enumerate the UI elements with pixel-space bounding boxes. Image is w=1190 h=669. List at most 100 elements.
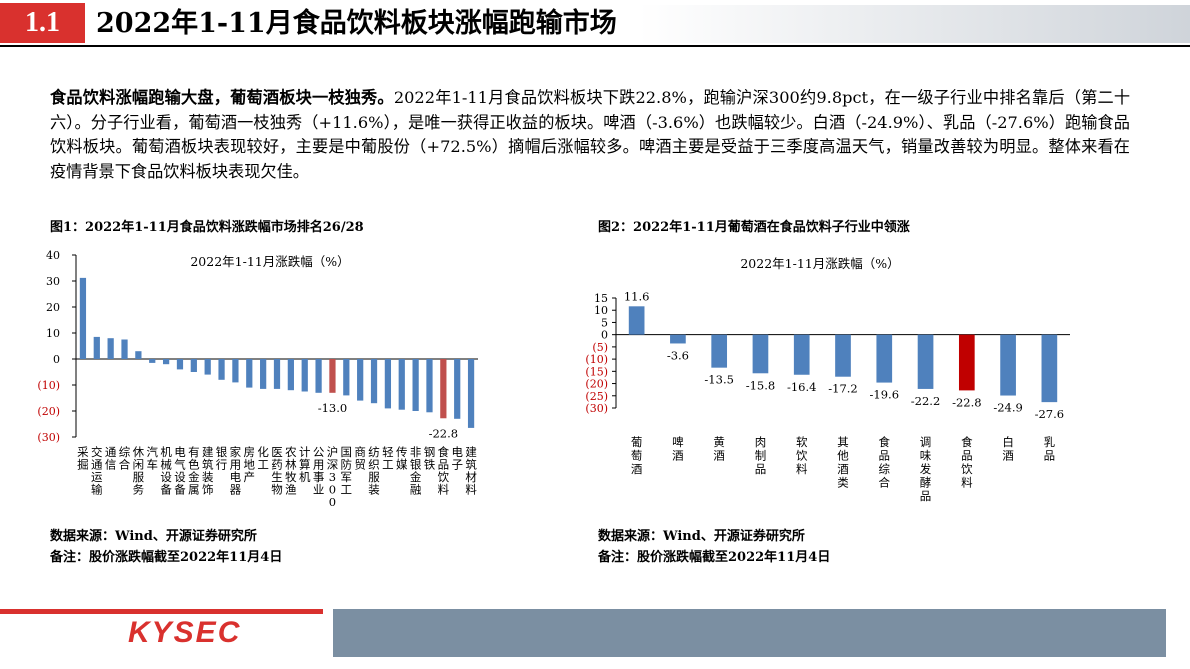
chart2-x-tick-label: 其	[837, 435, 849, 449]
chart1-x-tick-label: 品	[438, 458, 450, 472]
chart1-x-tick-label: 0	[329, 495, 336, 509]
summary-paragraph: 食品饮料涨幅跑输大盘，葡萄酒板块一枝独秀。2022年1-11月食品饮料板块下跌2…	[50, 86, 1130, 184]
chart1-x-tick-label: 建	[202, 445, 214, 459]
chart1-x-tick-label: 电	[451, 445, 463, 459]
chart2-x-tick-label: 酒	[713, 449, 725, 463]
chart2-x-tick-label: 酒	[672, 449, 684, 463]
chart2-bar	[670, 334, 686, 344]
chart2-x-tick-label: 食	[879, 435, 891, 449]
chart2-data-label: -22.2	[911, 394, 941, 408]
chart1-x-tick-label: 牧	[285, 470, 297, 484]
chart1-x-tick-label: 输	[91, 483, 103, 497]
chart2-bar	[835, 334, 851, 377]
chart1-x-tick-label: 业	[313, 483, 325, 497]
chart1-bar	[273, 359, 281, 389]
chart1-bar	[412, 359, 419, 411]
chart1-bar	[440, 359, 447, 419]
summary-lead: 食品饮料涨幅跑输大盘，葡萄酒板块一枝独秀。	[50, 88, 394, 107]
chart2-data-label: -22.8	[952, 395, 982, 409]
chart2-x-tick-label: 料	[961, 476, 973, 490]
chart1-x-tick-label: 饰	[202, 483, 214, 497]
chart2-x-tick-label: 品	[879, 449, 891, 463]
chart1-x-tick-label: 气	[174, 458, 186, 472]
chart2-data-label: -27.6	[1035, 407, 1065, 421]
chart1-x-tick-label: 信	[105, 458, 117, 472]
chart1-bar	[79, 277, 87, 359]
chart1-x-tick-label: 生	[271, 470, 283, 484]
chart1-x-tick-label: 备	[174, 483, 186, 497]
chart1-x-tick-label: 工	[382, 458, 394, 472]
chart1-x-tick-label: 交	[91, 445, 103, 459]
chart2-x-tick-label: 食	[961, 435, 973, 449]
chart2-y-tick-label: (5)	[592, 341, 608, 354]
chart2-y-tick-label: (15)	[585, 365, 608, 378]
chart2-x-tick-label: 酒	[631, 462, 643, 476]
chart2-bar	[958, 334, 975, 391]
chart2-y-tick-label: 0	[601, 329, 608, 342]
chart1-x-tick-label: 服	[133, 470, 145, 484]
chart2-y-tick-label: 10	[594, 304, 608, 317]
chart1-x-tick-label: 色	[188, 458, 200, 472]
chart1-x-tick-label: 家	[230, 445, 242, 459]
chart1: 2022年1-11月涨跌幅（%） 403020100(10)(20)(30)采掘…	[37, 249, 478, 509]
chart2-x-tick-label: 制	[755, 449, 767, 463]
chart1-x-tick-label: 传	[396, 445, 408, 459]
chart1-x-tick-label: 计	[299, 445, 311, 459]
chart1-x-tick-label: 材	[465, 470, 477, 484]
chart1-x-tick-label: 沪	[327, 445, 339, 459]
chart1-x-tick-label: 子	[451, 458, 463, 472]
chart2-x-tick-label: 品	[961, 449, 973, 463]
chart1-y-tick-label: 20	[46, 301, 60, 314]
chart2-x-tick-label: 酵	[920, 476, 932, 490]
chart2-x-tick-label: 乳	[1044, 435, 1056, 449]
chart1-x-tick-label: 化	[257, 445, 269, 459]
chart1-bar	[301, 359, 308, 392]
chart1-x-tick-label: 属	[188, 483, 200, 497]
chart1-x-tick-label: 筑	[202, 458, 214, 472]
chart2-x-tick-label: 味	[920, 449, 932, 463]
chart2-title: 2022年1-11月涨跌幅（%）	[740, 256, 899, 271]
chart1-x-tick-label: 食	[438, 445, 450, 459]
chart1-x-tick-label: 筑	[465, 458, 477, 472]
chart2-data-label: -13.5	[704, 373, 734, 387]
chart2-x-tick-label: 酒	[837, 462, 849, 476]
chart1-y-tick-label: (10)	[37, 379, 60, 392]
chart1-bar	[121, 339, 128, 359]
chart2-data-label: -19.6	[870, 388, 900, 402]
figure1-note: 备注：股价涨跌幅截至2022年11月4日	[50, 550, 283, 565]
chart1-x-tick-label: 药	[271, 458, 283, 472]
chart2-x-tick-label: 品	[755, 462, 767, 476]
chart1-x-tick-label: 融	[410, 483, 422, 497]
section-number: 1.1	[0, 3, 85, 43]
chart1-x-tick-label: 铁	[424, 458, 436, 472]
chart2-x-tick-label: 综	[879, 462, 891, 476]
chart1-bar	[329, 359, 336, 393]
chart2-data-label: 11.6	[624, 289, 650, 303]
chart1-x-tick-label: 综	[119, 445, 131, 459]
chart2-bar	[1041, 334, 1058, 403]
chart1-y-tick-label: 40	[46, 249, 60, 262]
chart2-x-tick-label: 酒	[1002, 449, 1014, 463]
summary-body: 2022年1-11月食品饮料板块下跌22.8%，跑输沪深300约9.8pct，在…	[50, 88, 1131, 181]
chart2-x-tick-label: 类	[837, 476, 849, 490]
chart2-bar	[917, 334, 934, 389]
chart1-bar	[398, 359, 405, 410]
title-divider	[0, 45, 1190, 47]
chart2-x-tick-label: 他	[837, 449, 849, 463]
chart1-x-tick-label: 料	[438, 483, 450, 497]
figure1-source: 数据来源：Wind、开源证券研究所	[50, 529, 257, 544]
chart2: 2022年1-11月涨跌幅（%） 151050(5)(10)(15)(20)(2…	[585, 256, 1070, 503]
chart1-x-tick-label: 媒	[396, 458, 408, 472]
chart2-y-tick-label: (20)	[585, 378, 608, 391]
chart1-x-tick-label: 贸	[354, 458, 366, 472]
chart2-x-tick-label: 合	[879, 476, 891, 490]
chart1-x-tick-label: 电	[174, 445, 186, 459]
chart1-bar	[454, 359, 461, 419]
chart1-x-tick-label: 算	[299, 458, 311, 472]
figure2-source: 数据来源：Wind、开源证券研究所	[598, 529, 805, 544]
chart1-x-tick-label: 备	[160, 483, 172, 497]
chart2-x-tick-label: 萄	[631, 449, 643, 463]
logo-text: KYSEC	[128, 616, 242, 649]
chart1-x-tick-label: 国	[341, 445, 353, 459]
chart1-x-tick-label: 织	[368, 458, 380, 472]
